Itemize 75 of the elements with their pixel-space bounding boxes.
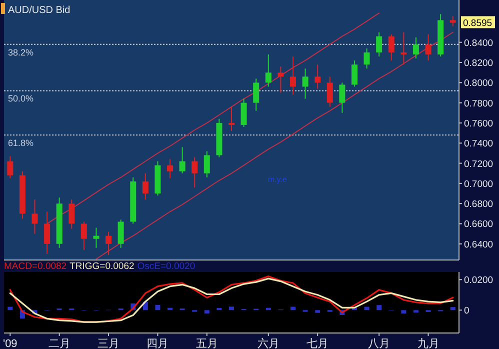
text: AUD/USD Bid (8, 5, 70, 16)
x-tick-label: '09 (2, 338, 18, 349)
x-tick-label: 四月 (146, 338, 169, 349)
annotation: 38.2% (8, 47, 34, 58)
bar (364, 306, 370, 310)
candlestick (32, 199, 38, 234)
y-tick-label: 0.6800 (464, 199, 494, 210)
x-tick-label: 八月 (368, 338, 390, 349)
bar (216, 308, 222, 310)
annotation: 61.8% (8, 138, 34, 148)
candlestick (228, 106, 234, 132)
candlestick (179, 146, 186, 174)
bar (376, 305, 382, 310)
candlestick (400, 32, 407, 65)
candlestick (314, 64, 321, 90)
y-tick-label: 0.6600 (464, 219, 494, 230)
candlestick (425, 34, 432, 61)
candlestick (278, 66, 284, 94)
bar (204, 310, 210, 314)
candlestick (204, 150, 210, 178)
y-tick-label: 0.7400 (464, 138, 494, 150)
y-tick-label: 0.7000 (464, 178, 494, 190)
candlestick (450, 16, 456, 27)
candlestick (44, 211, 50, 254)
candlestick (80, 221, 87, 250)
candlestick (118, 219, 124, 248)
candlestick (412, 36, 419, 59)
candlestick (351, 60, 358, 88)
text: TRIGG=0.0062 (70, 261, 134, 272)
y-tick-label: 0.7800 (464, 98, 494, 110)
x-tick-label: 六月 (257, 337, 280, 349)
candlestick (388, 34, 394, 61)
annotation: m.y.e (268, 175, 288, 184)
x-tick-label: 九月 (417, 337, 440, 349)
y-tick-label: 0.7200 (464, 158, 494, 170)
y-tick-label: 0.8000 (464, 78, 494, 90)
bar (8, 306, 13, 310)
bar (229, 306, 234, 310)
annotation: 0.8595 (463, 18, 492, 30)
candlestick (253, 78, 260, 112)
candlestick (142, 172, 148, 200)
y-tick-label: 0.6400 (464, 239, 494, 250)
y-tick-label: 0.0200 (464, 275, 494, 286)
candlestick (376, 32, 382, 57)
candlestick (240, 98, 247, 128)
x-tick-label: 三月 (98, 338, 120, 349)
bar (155, 304, 160, 310)
y-tick-label: 0.7600 (464, 118, 494, 130)
candlestick (192, 156, 198, 188)
y-tick-label: 0.8200 (464, 58, 494, 69)
bar (290, 306, 296, 310)
bar (450, 307, 456, 310)
candlestick (364, 48, 370, 70)
y-tick-label: 0 (464, 306, 470, 317)
bar (413, 310, 418, 313)
candlestick (290, 56, 296, 96)
line-series (96, 32, 454, 260)
candlestick (7, 156, 14, 179)
candlestick (302, 68, 308, 100)
candlestick (68, 199, 75, 230)
candlestick (265, 54, 272, 88)
y-tick-label: 0.8400 (464, 38, 494, 49)
series-label: MACD=0.0082 (4, 261, 67, 272)
candlestick (339, 82, 346, 114)
annotation: 50.0% (8, 94, 34, 104)
candlestick (93, 227, 100, 248)
bar (401, 310, 406, 314)
x-tick-label: 二月 (48, 338, 70, 349)
candlestick (167, 158, 174, 179)
text: OscE=0.0020 (137, 261, 196, 272)
candlestick (326, 76, 333, 108)
x-tick-label: 七月 (306, 337, 329, 349)
bar (315, 310, 320, 313)
candlestick (106, 231, 112, 256)
x-tick-label: 五月 (196, 338, 218, 349)
